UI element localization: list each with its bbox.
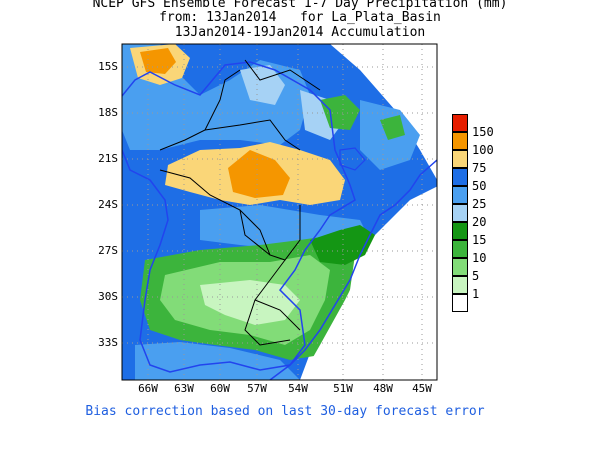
legend-swatch: [452, 186, 468, 204]
legend-label: 75: [472, 161, 487, 175]
legend-swatch: [452, 294, 468, 312]
legend-label: 25: [472, 197, 487, 211]
legend-swatch: [452, 114, 468, 132]
legend-swatch: [452, 204, 468, 222]
lat-label: 30S: [98, 290, 118, 303]
country-borders: [159, 69, 301, 346]
lon-label: 57W: [247, 382, 267, 395]
map-frame: [121, 43, 438, 381]
legend-swatch: [452, 240, 468, 258]
basin-outline: [122, 61, 356, 373]
legend-swatch: [452, 132, 468, 150]
legend-label: 150: [472, 125, 494, 139]
bias-correction-note: Bias correction based on last 30-day for…: [85, 404, 485, 419]
legend-label: 15: [472, 233, 487, 247]
precip-zone-10: [320, 95, 360, 130]
lat-label: 24S: [98, 198, 118, 211]
lon-label: 66W: [138, 382, 158, 395]
color-legend: [452, 114, 468, 312]
ocean-background: [300, 44, 437, 380]
legend-label: 10: [472, 251, 487, 265]
title-line-1: NCEP GFS Ensemble Forecast 1-7 Day Preci…: [92, 0, 508, 11]
lon-label: 51W: [333, 382, 353, 395]
lat-label: 33S: [98, 336, 118, 349]
coastline: [269, 159, 437, 380]
legend-label: 1: [472, 287, 480, 301]
precip-zone-1: [200, 280, 300, 325]
lon-label: 60W: [210, 382, 230, 395]
legend-label: 5: [472, 269, 480, 283]
legend-swatch: [452, 150, 468, 168]
lon-label: 63W: [174, 382, 194, 395]
precip-zone-10: [380, 115, 405, 140]
legend-label: 20: [472, 215, 487, 229]
legend-label: 50: [472, 179, 487, 193]
legend-swatch: [452, 168, 468, 186]
title-line-3: 13Jan2014-19Jan2014 Accumulation: [174, 25, 426, 40]
legend-label: 100: [472, 143, 494, 157]
lon-label: 54W: [288, 382, 308, 395]
lat-label: 27S: [98, 244, 118, 257]
legend-swatch: [452, 222, 468, 240]
lat-label: 15S: [98, 60, 118, 73]
title-line-2: from: 13Jan2014 for La_Plata_Basin: [159, 10, 441, 25]
country-borders: [244, 59, 321, 91]
lon-label: 45W: [412, 382, 432, 395]
lake-outline: [339, 147, 366, 171]
legend-swatch: [452, 276, 468, 294]
legend-swatch: [452, 258, 468, 276]
lat-label: 18S: [98, 106, 118, 119]
lon-label: 48W: [373, 382, 393, 395]
precip-zone-100: [228, 150, 290, 198]
lat-label: 21S: [98, 152, 118, 165]
